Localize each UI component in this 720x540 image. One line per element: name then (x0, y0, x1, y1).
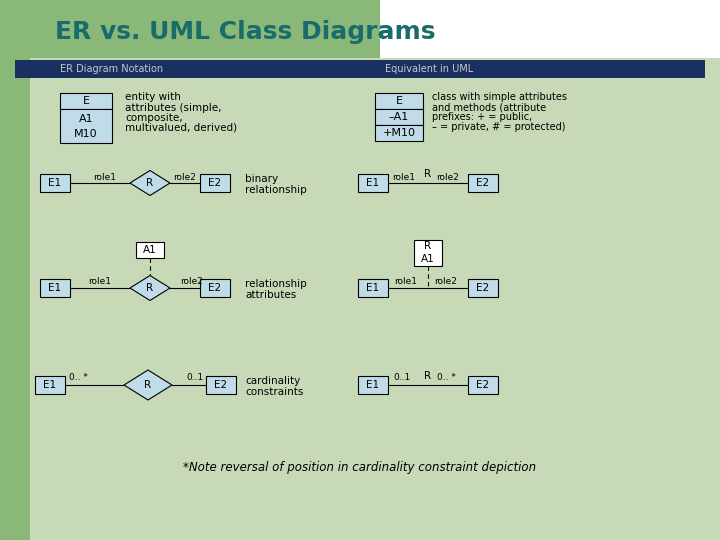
Text: A1: A1 (78, 114, 94, 124)
Bar (60, 93, 112, 109)
Text: E1: E1 (366, 283, 379, 293)
Text: R: R (146, 178, 153, 188)
Text: multivalued, derived): multivalued, derived) (125, 123, 237, 133)
Bar (35, 376, 65, 394)
Bar (200, 174, 230, 192)
Bar (60, 109, 112, 143)
Bar (358, 279, 388, 297)
Text: R: R (424, 169, 431, 179)
Text: – = private, # = protected): – = private, # = protected) (432, 122, 565, 132)
Text: E1: E1 (43, 380, 57, 390)
Bar (358, 376, 388, 394)
Bar (200, 279, 230, 297)
Text: *Note reversal of position in cardinality constraint depiction: *Note reversal of position in cardinalit… (184, 462, 536, 475)
Text: relationship: relationship (245, 279, 307, 289)
Bar (468, 174, 498, 192)
Text: 0..1: 0..1 (393, 373, 410, 381)
Bar (15, 60, 705, 78)
Text: E2: E2 (477, 283, 490, 293)
Polygon shape (130, 275, 170, 300)
Text: Equivalent in UML: Equivalent in UML (385, 64, 473, 74)
Text: ER vs. UML Class Diagrams: ER vs. UML Class Diagrams (55, 20, 436, 44)
Text: E1: E1 (48, 178, 62, 188)
Text: R: R (424, 371, 431, 381)
Text: role2: role2 (436, 172, 459, 181)
Text: E1: E1 (366, 380, 379, 390)
Text: 0.. *: 0.. * (68, 373, 87, 381)
Text: E: E (395, 96, 402, 106)
Polygon shape (130, 171, 170, 195)
Bar (375, 109, 423, 125)
Bar (414, 240, 442, 266)
Text: role2: role2 (181, 278, 204, 287)
Text: role1: role1 (94, 172, 117, 181)
Bar (468, 376, 498, 394)
Bar (380, 0, 720, 58)
Text: composite,: composite, (125, 113, 183, 123)
Text: E2: E2 (477, 178, 490, 188)
Text: R: R (145, 380, 152, 390)
Bar (468, 279, 498, 297)
Text: A1: A1 (143, 245, 157, 255)
Text: prefixes: + = public,: prefixes: + = public, (432, 112, 532, 122)
Text: E: E (83, 96, 89, 106)
Bar (40, 279, 70, 297)
Text: A1: A1 (421, 254, 435, 264)
Bar (206, 376, 236, 394)
Text: attributes: attributes (245, 290, 296, 300)
Text: R: R (424, 241, 431, 251)
Text: –A1: –A1 (389, 112, 409, 122)
Text: binary: binary (245, 174, 278, 184)
Text: E1: E1 (366, 178, 379, 188)
Text: ER Diagram Notation: ER Diagram Notation (60, 64, 163, 74)
Text: entity with: entity with (125, 92, 181, 102)
Text: 0..1: 0..1 (186, 373, 204, 381)
Text: E2: E2 (215, 380, 228, 390)
Text: role1: role1 (392, 172, 415, 181)
Text: 0.. *: 0.. * (436, 373, 456, 381)
Text: relationship: relationship (245, 185, 307, 195)
Bar (136, 242, 164, 258)
Text: role2: role2 (174, 172, 197, 181)
Text: E2: E2 (477, 380, 490, 390)
Text: E2: E2 (208, 283, 222, 293)
Text: M10: M10 (74, 129, 98, 139)
Polygon shape (124, 370, 172, 400)
Text: class with simple attributes: class with simple attributes (432, 92, 567, 102)
Text: R: R (146, 283, 153, 293)
Text: cardinality: cardinality (245, 376, 300, 386)
Text: and methods (attribute: and methods (attribute (432, 102, 546, 112)
Text: +M10: +M10 (382, 128, 415, 138)
Bar (358, 174, 388, 192)
Text: role2: role2 (435, 278, 457, 287)
Bar (40, 174, 70, 192)
Text: role1: role1 (89, 278, 112, 287)
Bar (0, 0, 380, 58)
Bar (0, 0, 30, 540)
Text: attributes (simple,: attributes (simple, (125, 103, 222, 113)
Bar (375, 125, 423, 141)
Text: E1: E1 (48, 283, 62, 293)
Text: E2: E2 (208, 178, 222, 188)
Text: role1: role1 (395, 278, 418, 287)
Bar (375, 93, 423, 109)
Text: constraints: constraints (245, 387, 303, 397)
